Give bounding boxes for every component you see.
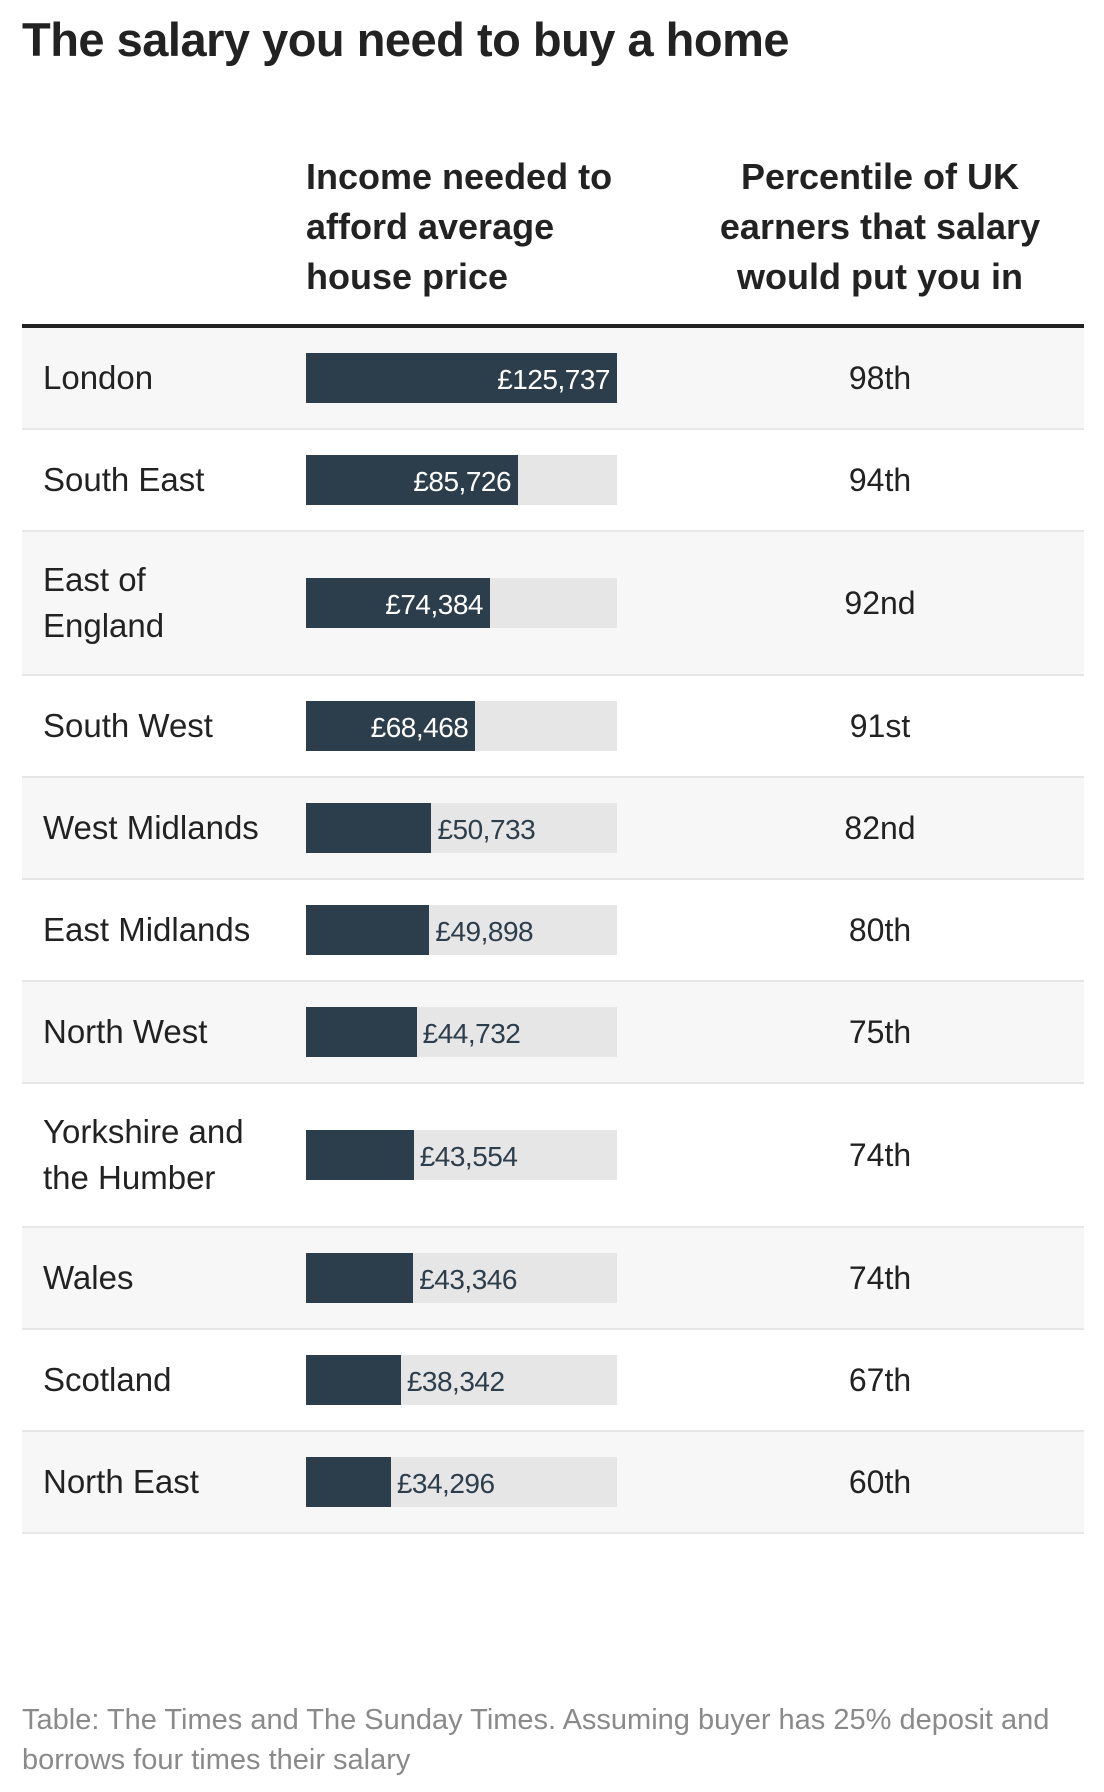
percentile: 74th [848,1136,912,1173]
percentile: 74th [848,1259,912,1296]
income-cell: £43,346 [306,1253,676,1303]
bar-track: £68,468 [306,701,617,751]
income-cell: £68,468 [306,701,676,751]
bar-track: £43,346 [306,1253,617,1303]
value-label: £38,342 [406,1366,505,1397]
value-label: £44,732 [422,1018,521,1049]
percentile: 82nd [844,809,916,846]
bar-track: £50,733 [306,803,617,853]
table-row: Wales £43,346 74th [22,1228,1084,1330]
bar [306,1253,414,1303]
column-header: Percentile of UK earners that salary wou… [719,156,1041,297]
region-name: West Midlands [43,809,259,846]
source-note: Table: The Times and The Sunday Times. A… [22,1704,1050,1776]
bar [306,701,476,751]
value-label: £50,733 [437,814,536,845]
region-name: South West [43,707,213,744]
title: The salary you need to buy a home [22,13,790,66]
bar [306,1130,414,1180]
percentile: 60th [848,1463,912,1500]
value-label: £125,737 [497,364,610,395]
percentile: 98th [848,359,912,396]
table-row: South West £68,468 91st [22,676,1084,778]
bar-track: £44,732 [306,1007,617,1057]
bar-track: £125,737 [306,353,617,403]
value-label: £43,554 [419,1141,518,1172]
bar [306,803,432,853]
bar-track: £43,554 [306,1130,617,1180]
table-row: London £125,737 98th [22,328,1084,430]
column-header: Income needed to afford average house pr… [306,156,613,297]
value-label: £74,384 [385,589,483,620]
table-header: Income needed to afford average house pr… [22,152,1084,328]
percentile: 91st [849,707,911,744]
table-row: Yorkshire and the Humber £43,554 74th [22,1084,1084,1228]
income-cell: £44,732 [306,1007,676,1057]
region-name: London [43,359,154,396]
value-label: £43,346 [419,1264,517,1295]
table-row: North East £34,296 60th [22,1432,1084,1534]
percentile: 92nd [844,584,916,621]
percentile: 80th [848,911,912,948]
bar-track: £85,726 [306,455,617,505]
income-cell: £49,898 [306,905,676,955]
table-row: East Midlands £49,898 80th [22,880,1084,982]
table-row: Scotland £38,342 67th [22,1330,1084,1432]
region-name: North West [43,1013,208,1050]
region-name: Scotland [43,1361,172,1398]
percentile: 94th [848,461,912,498]
header-spacer [22,152,306,302]
income-cell: £50,733 [306,803,676,853]
region-name: Yorkshire and the Humber [43,1113,244,1196]
income-cell: £125,737 [306,353,676,403]
income-cell: £38,342 [306,1355,676,1405]
income-cell: £43,554 [306,1130,676,1180]
percentile: 67th [848,1361,912,1398]
table-row: South East £85,726 94th [22,430,1084,532]
bar [306,1355,401,1405]
table-row: West Midlands £50,733 82nd [22,778,1084,880]
value-label: £49,898 [435,916,534,947]
value-label: £68,468 [370,712,469,743]
table-row: East of England £74,384 92nd [22,532,1084,676]
income-cell: £34,296 [306,1457,676,1507]
percentile: 75th [848,1013,912,1050]
table: Income needed to afford average house pr… [22,152,1084,1534]
income-cell: £74,384 [306,578,676,628]
bar [306,455,519,505]
income-cell: £85,726 [306,455,676,505]
bar-track: £38,342 [306,1355,617,1405]
region-name: East Midlands [43,911,251,948]
value-label: £85,726 [413,466,512,497]
bar-track: £74,384 [306,578,617,628]
bar [306,578,490,628]
region-name: East of England [43,561,165,644]
region-name: South East [43,461,205,498]
bar-track: £49,898 [306,905,617,955]
region-name: North East [43,1463,199,1500]
region-name: Wales [43,1259,134,1296]
bar [306,353,617,403]
value-label: £34,296 [396,1468,495,1499]
bar [306,905,430,955]
bar [306,1457,391,1507]
table-row: North West £44,732 75th [22,982,1084,1084]
bar [306,1007,417,1057]
bar-track: £34,296 [306,1457,617,1507]
